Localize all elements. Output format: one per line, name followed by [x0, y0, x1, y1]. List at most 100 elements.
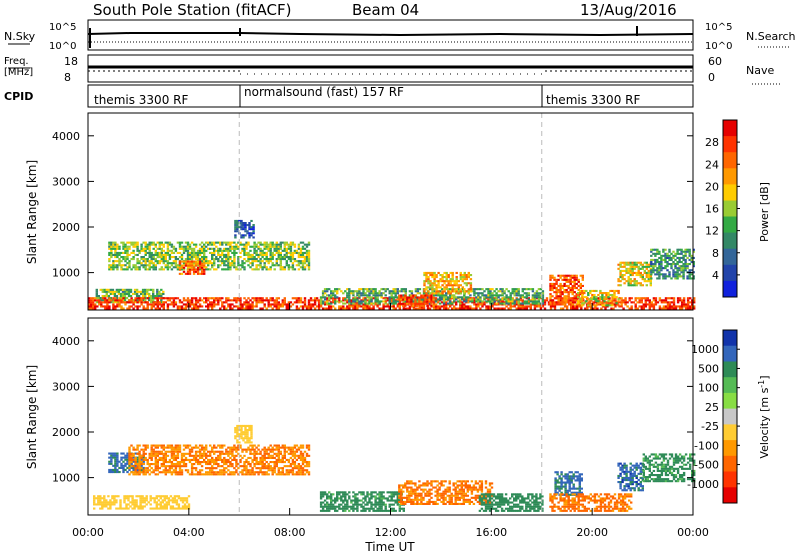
- power-cell: [447, 302, 450, 305]
- power-cell: [242, 226, 245, 229]
- power-cell: [95, 290, 98, 293]
- power-cell: [465, 284, 468, 287]
- velocity-cell: [105, 503, 108, 506]
- power-cell: [200, 270, 204, 273]
- power-cell: [261, 307, 264, 310]
- power-cell: [352, 300, 355, 303]
- power-cell: [277, 264, 280, 267]
- power-cell: [635, 263, 638, 266]
- power-cell: [603, 300, 606, 303]
- velocity-cell: [127, 495, 130, 498]
- power-cell: [579, 284, 582, 287]
- power-cell: [132, 266, 135, 269]
- velocity-cell: [126, 458, 129, 461]
- power-cell: [647, 265, 650, 268]
- power-cell: [632, 301, 635, 304]
- power-cell: [102, 305, 105, 308]
- power-cell: [682, 303, 686, 306]
- velocity-cell: [291, 467, 295, 470]
- power-cell: [297, 268, 301, 271]
- velocity-cell: [217, 473, 220, 476]
- velocity-cell: [251, 473, 254, 476]
- power-cell: [621, 278, 624, 281]
- velocity-cell: [184, 452, 188, 455]
- power-cell: [152, 262, 155, 265]
- power-cell: [406, 307, 409, 310]
- power-cell: [346, 305, 349, 308]
- power-cell: [578, 305, 581, 308]
- velocity-cell: [235, 463, 238, 466]
- power-cell: [285, 247, 288, 250]
- power-cell: [217, 241, 220, 244]
- power-cell: [319, 302, 323, 305]
- power-cell: [416, 298, 420, 301]
- power-cell: [213, 303, 216, 306]
- power-cell: [251, 307, 254, 310]
- velocity-cell: [277, 446, 280, 449]
- power-cell: [449, 300, 452, 303]
- power-cell: [299, 241, 303, 244]
- power-cell: [585, 296, 588, 299]
- power-cell: [471, 300, 474, 303]
- power-cell: [122, 243, 125, 246]
- power-cell: [633, 282, 636, 285]
- velocity-cell: [217, 444, 220, 447]
- power-cell: [146, 305, 149, 308]
- velocity-cell: [156, 444, 159, 447]
- power-cell: [402, 302, 405, 305]
- velocity-cell: [128, 473, 131, 476]
- power-cell: [384, 294, 387, 297]
- power-cell: [239, 268, 242, 271]
- power-cell: [656, 267, 659, 270]
- velocity-cell: [176, 446, 180, 449]
- power-cell: [263, 247, 266, 250]
- power-cell: [190, 253, 194, 256]
- power-cell: [225, 256, 228, 259]
- power-cell: [122, 301, 125, 304]
- power-cell: [227, 241, 230, 244]
- power-cell: [521, 307, 524, 310]
- velocity-cell: [188, 448, 192, 451]
- power-cell: [410, 292, 414, 295]
- power-cell: [467, 305, 470, 308]
- velocity-cell: [149, 503, 152, 506]
- power-cell: [287, 243, 291, 246]
- power-cell: [273, 245, 276, 248]
- power-cell: [537, 305, 541, 308]
- power-cell: [307, 249, 311, 252]
- velocity-cell: [257, 452, 260, 455]
- power-cell: [190, 303, 194, 306]
- power-cell: [188, 299, 192, 302]
- power-cell: [515, 307, 518, 310]
- velocity-cell: [132, 454, 135, 457]
- power-cell: [586, 305, 589, 308]
- power-cell: [174, 258, 178, 261]
- power-cell: [539, 302, 543, 305]
- power-cell: [116, 299, 119, 302]
- power-cell: [433, 280, 436, 283]
- velocity-cell: [271, 446, 274, 449]
- power-cell: [128, 307, 131, 310]
- power-cell: [551, 295, 554, 298]
- power-cell: [364, 298, 367, 301]
- power-cell: [658, 299, 662, 302]
- power-cell: [174, 297, 178, 300]
- velocity-cell: [267, 467, 270, 470]
- power-cell: [533, 307, 537, 310]
- power-cell: [497, 303, 500, 306]
- power-cell: [445, 298, 448, 301]
- power-cell: [471, 297, 474, 300]
- power-cell: [652, 305, 656, 308]
- power-cell: [162, 262, 165, 265]
- velocity-cell: [227, 469, 230, 472]
- power-cell: [115, 295, 119, 298]
- power-cell: [441, 280, 444, 283]
- power-cell: [388, 300, 391, 303]
- velocity-cell: [299, 473, 303, 476]
- velocity-cell: [113, 503, 116, 506]
- power-cell: [211, 256, 214, 259]
- power-cell: [148, 266, 151, 269]
- velocity-cell: [176, 471, 180, 474]
- power-cell: [303, 303, 307, 306]
- power-cell: [668, 250, 671, 253]
